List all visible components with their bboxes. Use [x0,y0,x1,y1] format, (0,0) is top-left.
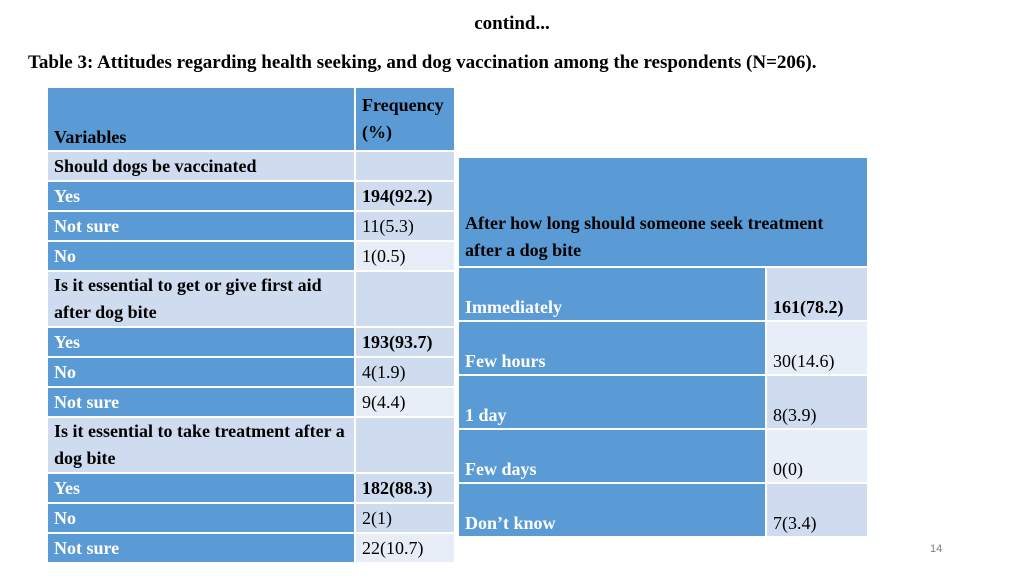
section-label: Is it essential to take treatment after … [46,416,356,474]
row-value: 193(93.7) [354,326,456,358]
row-label: No [46,356,356,388]
row-label: 1 day [457,374,767,430]
row-label: Few days [457,428,767,484]
row-label: Yes [46,180,356,212]
row-label: Not sure [46,532,356,564]
row-label: Don’t know [457,482,767,538]
row-label: Immediately [457,266,767,322]
row-value: 22(10.7) [354,532,456,564]
section-value [354,150,456,182]
table-header-row: Variables Frequency (%) [46,86,456,152]
table-row: Yes 182(88.3) [46,472,456,504]
row-label: No [46,502,356,534]
row-value: 7(3.4) [765,482,869,538]
slide-subtitle: contind... [474,13,550,34]
row-value: 194(92.2) [354,180,456,212]
table-row: Few hours 30(14.6) [457,320,869,376]
table-row: Few days 0(0) [457,428,869,484]
row-label: Not sure [46,210,356,242]
table-title: Table 3: Attitudes regarding health seek… [28,52,817,73]
table-row: Not sure 22(10.7) [46,532,456,564]
row-value: 8(3.9) [765,374,869,430]
table-row: Immediately 161(78.2) [457,266,869,322]
row-value: 30(14.6) [765,320,869,376]
table-row: Yes 194(92.2) [46,180,456,212]
table-row: 1 day 8(3.9) [457,374,869,430]
section-value [354,270,456,328]
table-row: Should dogs be vaccinated [46,150,456,182]
row-value: 2(1) [354,502,456,534]
header-variables: Variables [46,86,356,152]
table-row: Is it essential to take treatment after … [46,416,456,474]
row-value: 4(1.9) [354,356,456,388]
section-label: Should dogs be vaccinated [46,150,356,182]
table-row: Is it essential to get or give first aid… [46,270,456,328]
treatment-timing-header: After how long should someone seek treat… [457,156,869,268]
row-value: 1(0.5) [354,240,456,272]
table-header-row: After how long should someone seek treat… [457,156,869,268]
section-label: Is it essential to get or give first aid… [46,270,356,328]
table-row: Not sure 11(5.3) [46,210,456,242]
page-number: 14 [930,543,943,555]
row-label: Yes [46,326,356,358]
table-row: Not sure 9(4.4) [46,386,456,418]
row-label: Yes [46,472,356,504]
table-row: No 4(1.9) [46,356,456,388]
row-value: 11(5.3) [354,210,456,242]
row-value: 182(88.3) [354,472,456,504]
row-value: 0(0) [765,428,869,484]
attitudes-table-left: Variables Frequency (%) Should dogs be v… [46,86,456,564]
table-row: Yes 193(93.7) [46,326,456,358]
row-label: Few hours [457,320,767,376]
section-value [354,416,456,474]
treatment-timing-table: After how long should someone seek treat… [457,156,869,538]
row-label: No [46,240,356,272]
row-label: Not sure [46,386,356,418]
header-frequency: Frequency (%) [354,86,456,152]
table-row: No 2(1) [46,502,456,534]
table-row: No 1(0.5) [46,240,456,272]
table-row: Don’t know 7(3.4) [457,482,869,538]
row-value: 9(4.4) [354,386,456,418]
row-value: 161(78.2) [765,266,869,322]
